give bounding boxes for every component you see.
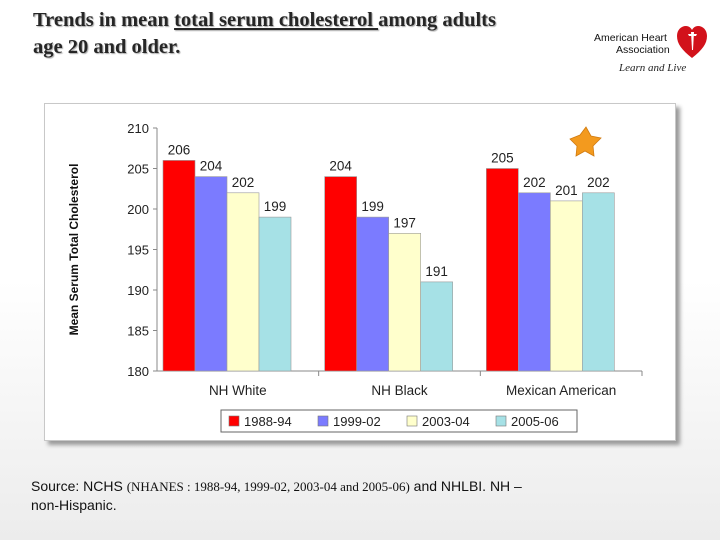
bar: [194, 176, 228, 372]
logo-line2: Association: [616, 44, 670, 56]
legend-box: [220, 409, 578, 433]
legend-label: 1999-02: [333, 414, 381, 429]
data-label: 206: [168, 142, 191, 157]
y-axis-title: Mean Serum Total Cholesterol: [67, 164, 81, 336]
legend-label: 1988-94: [244, 414, 292, 429]
x-category-label: NH White: [209, 383, 267, 398]
source-nhanes: (NHANES : 1988-94, 1999-02, 2003-04 and …: [126, 479, 410, 494]
bar: [550, 200, 583, 372]
data-label: 197: [393, 215, 416, 230]
x-category-label: NH Black: [371, 383, 428, 398]
data-label: 191: [425, 264, 448, 279]
legend-label: 2003-04: [422, 414, 470, 429]
data-label: 205: [491, 151, 514, 166]
bar: [324, 176, 357, 372]
bar: [388, 233, 421, 372]
bar: [356, 216, 389, 372]
slide-title: Trends in mean total serum cholesterol a…: [33, 7, 593, 61]
x-category-label: Mexican American: [506, 383, 616, 398]
y-tick-label: 195: [127, 243, 149, 258]
heart-torch-icon: [677, 26, 707, 58]
logo-line1: American Heart: [594, 32, 667, 44]
bar: [518, 192, 551, 372]
y-tick-label: 190: [127, 283, 149, 298]
bar: [420, 281, 453, 372]
data-label: 199: [264, 199, 287, 214]
data-label: 204: [200, 159, 223, 174]
legend-swatch: [495, 415, 507, 427]
bar: [582, 192, 615, 372]
source-prefix: Source: NCHS: [31, 478, 127, 494]
data-label: 202: [523, 175, 546, 190]
data-label: 202: [232, 175, 255, 190]
legend-label: 2005-06: [511, 414, 559, 429]
chart-panel: 180 185 190 195 200 205 210 Mean Serum Total Ch…: [44, 103, 676, 441]
source-line2: non-Hispanic.: [31, 497, 117, 513]
source-suffix: and NHLBI. NH –: [409, 478, 522, 494]
title-part2: among adults: [378, 9, 496, 31]
bar: [258, 216, 292, 372]
y-tick-label: 210: [127, 121, 149, 136]
legend-swatch: [406, 415, 418, 427]
title-underlined: total serum cholesterol: [174, 9, 379, 31]
data-label: 201: [555, 183, 578, 198]
y-tick-label: 180: [127, 364, 149, 379]
legend-swatch: [317, 415, 329, 427]
bar: [226, 192, 260, 372]
logo-tagline: Learn and Live: [619, 62, 687, 74]
data-label: 202: [587, 175, 610, 190]
data-label: 199: [361, 199, 384, 214]
bar: [486, 168, 519, 372]
title-part1: Trends in mean: [33, 9, 175, 31]
title-line2: age 20 and older.: [33, 36, 181, 58]
star-icon: [569, 126, 602, 157]
y-tick-label: 200: [127, 202, 149, 217]
y-tick-label: 185: [127, 324, 149, 339]
source-note: Source: NCHS (NHANES : 1988-94, 1999-02,…: [31, 477, 691, 514]
aha-logo: American Heart Association Learn and Liv…: [590, 22, 715, 78]
bar: [162, 160, 196, 372]
legend-swatch: [228, 415, 240, 427]
data-label: 204: [329, 159, 352, 174]
y-tick-label: 205: [127, 162, 149, 177]
bar-chart: 180 185 190 195 200 205 210 Mean Serum Total Ch…: [67, 121, 643, 433]
